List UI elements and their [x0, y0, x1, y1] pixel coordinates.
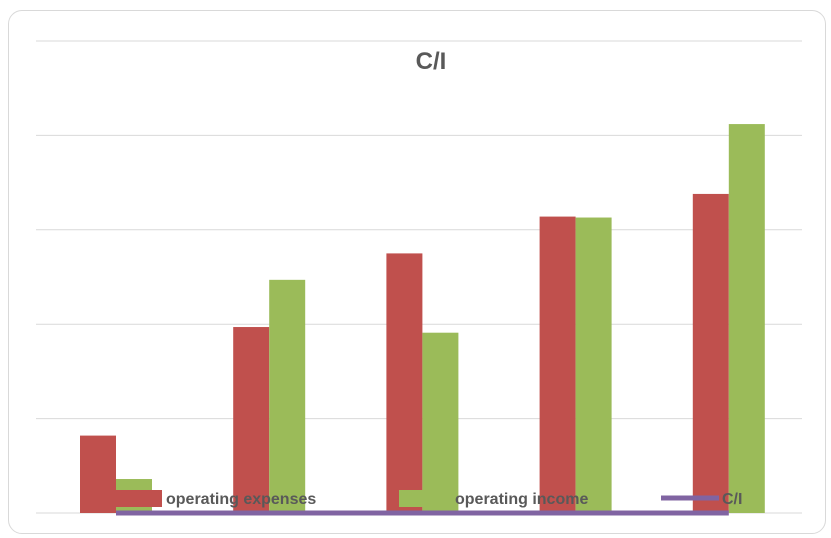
legend-swatch: [116, 490, 162, 507]
bar-operating-income: [269, 279, 306, 513]
bar-operating-income: [575, 217, 612, 513]
legend-label: C/I: [722, 491, 742, 508]
legend-swatch: [399, 490, 445, 507]
chart-title: C/I: [416, 48, 447, 75]
bar-operating-expenses: [80, 435, 116, 513]
legend-label: operating income: [455, 491, 588, 508]
chart-canvas: C/I operating expenses operating income C/…: [36, 40, 802, 516]
chart-area: C/I operating expenses operating income C/…: [8, 10, 826, 534]
bar-operating-income: [728, 124, 765, 514]
bar-operating-expenses: [692, 193, 729, 514]
bars: [80, 124, 765, 514]
bar-operating-expenses: [233, 327, 270, 513]
bar-operating-income: [422, 332, 459, 513]
legend: operating expenses operating income C/I: [116, 490, 742, 508]
bar-operating-expenses: [539, 216, 576, 514]
bar-operating-expenses: [386, 253, 423, 513]
legend-label: operating expenses: [166, 491, 316, 508]
